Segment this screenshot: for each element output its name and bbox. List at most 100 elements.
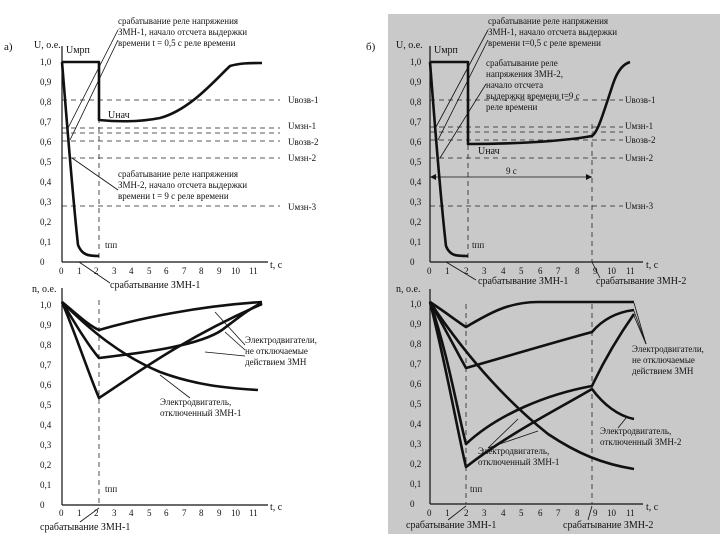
- a-level-label: Uмзн-1: [288, 121, 316, 131]
- a-voltage-curve: [62, 60, 263, 123]
- a-top-xtick: 3: [112, 266, 117, 276]
- a-top-ytick: 0,3: [40, 197, 52, 207]
- a-top-yticks: 0 0,1 0,2 0,3 0,4 0,5 0,6 0,7 0,8 0,9 1,…: [40, 57, 52, 267]
- b-top-xtick: 9: [593, 266, 598, 276]
- b-bottom-xtick: 3: [482, 508, 487, 518]
- a-top-ytick: 0,9: [40, 77, 52, 87]
- b-bottom-ytick: 0,2: [410, 459, 421, 469]
- a-bottom-xtick: 9: [217, 508, 222, 518]
- a-top-ytick: 0,5: [40, 157, 52, 167]
- b-umrp-label: Uмрп: [434, 45, 459, 56]
- b-bottom-xticks: 0 1 2 3 4 5 6 7 8 9 10 11: [427, 508, 635, 518]
- b-top-xtick: 2: [464, 266, 469, 276]
- panel-b-svg: б) U, о.е. t, с 0 0,1 0,2 0,3 0,4 0,5 0,…: [366, 16, 704, 531]
- b-bottom-ytick: 0,5: [410, 399, 422, 409]
- b-note2-line: реле времени: [486, 102, 537, 112]
- a-top-ytick: 0,7: [40, 117, 52, 127]
- a-bottom-ytick: 0,9: [40, 320, 52, 330]
- a-top-xtick: 4: [129, 266, 134, 276]
- b-speed-curve-5: [428, 301, 635, 471]
- a-bottom-ytick: 0,6: [40, 380, 52, 390]
- b-speed-curve-2: [428, 301, 635, 370]
- a-note1-line: времени t = 0,5 с реле времени: [118, 38, 236, 48]
- a-top-event: срабатывание ЗМН-1: [110, 280, 200, 291]
- b-motor1-leader: [633, 315, 647, 345]
- b-top-tpp-label: tпп: [472, 240, 484, 250]
- b-bottom-ytick: 0,3: [410, 439, 422, 449]
- b-motor3-line: Электродвигатель,: [478, 446, 549, 456]
- b-top-xtick: 6: [538, 266, 543, 276]
- b-top-event1: срабатывание ЗМН-1: [478, 276, 568, 287]
- panel-a-label: а): [4, 41, 13, 53]
- b-bottom-xtick: 8: [575, 508, 580, 518]
- a-note2-line: срабатывание реле напряжения: [118, 169, 238, 179]
- a-bottom-yticks: 0 0,1 0,2 0,3 0,4 0,5 0,6 0,7 0,8 0,9 1,…: [40, 300, 52, 510]
- b-top-xtick: 0: [427, 266, 432, 276]
- b-top-ytick: 0,4: [410, 177, 422, 187]
- a-note2-line: времени t = 9 с реле времени: [118, 191, 229, 201]
- b-bottom-ylabel: n, о.е.: [396, 284, 420, 295]
- b-top-ytick: 0,2: [410, 217, 421, 227]
- a-note2-line: ЗМН-2, начало отсчета выдержки: [118, 180, 247, 190]
- b-top-xtick: 10: [607, 266, 617, 276]
- b-note1-line: времени t=0,5 с реле времени: [488, 38, 601, 48]
- b-bottom-event2-leader: [587, 505, 593, 521]
- b-motor3-line: отключенный ЗМН-1: [478, 457, 559, 467]
- b-motor1-line: не отключаемые: [632, 355, 695, 365]
- a-top-xtick: 5: [147, 266, 152, 276]
- b-bottom-xtick: 5: [519, 508, 524, 518]
- panel-a-svg: а) U, о.е. t, с 0 0,1 0,2 0,3 0,4 0,5 0,…: [4, 16, 319, 533]
- b-level-label: Uвозв-2: [625, 135, 656, 145]
- a-note2-leader: [71, 157, 119, 191]
- panel-b-label: б): [366, 41, 376, 53]
- a-motor1-line: действием ЗМН: [245, 357, 307, 367]
- b-speed-curve-1: [429, 300, 634, 329]
- a-motor1-leader: [224, 331, 246, 351]
- b-top-xtick: 3: [482, 266, 487, 276]
- a-top-ytick: 0,1: [40, 237, 51, 247]
- a-top-xlabel: t, с: [270, 260, 283, 271]
- b-bottom-graph: n, о.е. t, с 0 0,1 0,2 0,3 0,4 0,5 0,6 0…: [396, 284, 704, 531]
- a-unach-label: Uнач: [108, 110, 130, 121]
- a-top-ytick: 0,8: [40, 97, 52, 107]
- b-top-ytick: 0,9: [410, 77, 422, 87]
- b-bottom-ytick: 0,8: [410, 339, 422, 349]
- b-top-ytick: 0,1: [410, 237, 421, 247]
- b-top-xtick: 11: [626, 266, 635, 276]
- b-top-yticks: 0 0,1 0,2 0,3 0,4 0,5 0,6 0,7 0,8 0,9 1,…: [410, 57, 422, 267]
- a-top-xtick: 7: [182, 266, 187, 276]
- b-motor2-line: отключенный ЗМН-2: [600, 437, 681, 447]
- a-bottom-ytick: 0,4: [40, 420, 52, 430]
- a-note1-line: ЗМН-1, начало отсчета выдержки: [118, 27, 247, 37]
- a-bottom-xtick: 5: [147, 508, 152, 518]
- b-note1-leader: [437, 39, 489, 141]
- a-note1-leader: [67, 29, 119, 129]
- b-top-xtick: 7: [556, 266, 561, 276]
- b-bottom-xtick: 10: [607, 508, 617, 518]
- b-top-xtick: 1: [445, 266, 450, 276]
- a-bottom-ytick: 0,3: [40, 440, 52, 450]
- a-top-xtick: 11: [249, 266, 258, 276]
- b-bottom-xtick: 4: [501, 508, 506, 518]
- b-top-ytick: 0: [410, 257, 415, 267]
- a-bottom-ytick: 0,5: [40, 400, 52, 410]
- b-note1-line: ЗМН-1, начало отсчета выдержки: [488, 27, 617, 37]
- b-bottom-xtick: 6: [538, 508, 543, 518]
- b-motor3-leader: [487, 430, 539, 449]
- a-top-xtick: 2: [94, 266, 99, 276]
- a-top-ylabel: U, о.е.: [34, 40, 61, 51]
- b-bottom-xtick: 1: [445, 508, 450, 518]
- b-bottom-xtick: 0: [427, 508, 432, 518]
- b-bottom-ytick: 0,4: [410, 419, 422, 429]
- a-bottom-xtick: 2: [94, 508, 99, 518]
- b-voltage-curve: [430, 60, 631, 146]
- a-top-xticks: 0 1 2 3 4 5 6 7 8 9 10 11: [59, 266, 258, 276]
- b-top-ytick: 0,5: [410, 157, 422, 167]
- b-motor1-line: действием ЗМН: [632, 366, 694, 376]
- b-note2-line: напряжения ЗМН-2,: [486, 69, 563, 79]
- b-top-xtick: 4: [501, 266, 506, 276]
- b-speed-curve-3: [428, 301, 636, 446]
- a-bottom-xtick: 11: [249, 508, 258, 518]
- b-bottom-ytick: 1,0: [410, 299, 422, 309]
- b-note2-line: выдержки времени t=9 с: [486, 91, 580, 101]
